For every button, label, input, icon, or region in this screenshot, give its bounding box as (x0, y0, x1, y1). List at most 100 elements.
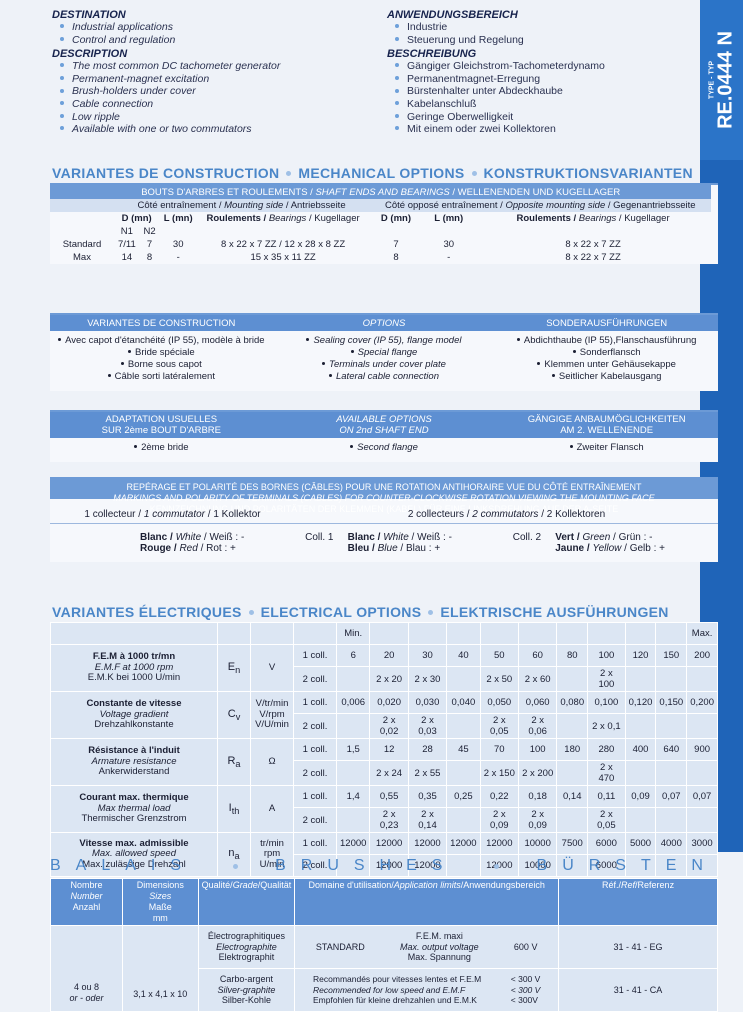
text: /Referenz (635, 880, 675, 890)
text: 0,35 (418, 791, 437, 802)
text: ELECTRICAL OPTIONS (260, 604, 422, 620)
usage-lines: Recommandés pour vitesses lentes et F.E.… (313, 974, 481, 1006)
text: Qualité/ (201, 880, 233, 890)
text: 2 x 0,14 (418, 809, 437, 831)
text: - (176, 252, 180, 263)
text: Sonderflansch (497, 347, 716, 359)
cell: Coll. 2 (503, 524, 552, 563)
row: Avec capot d'étanchéité (IP 55), modèle … (50, 331, 718, 391)
cell: 15 x 35 x 11 ZZ (197, 251, 369, 264)
text: D (mn) (380, 213, 411, 224)
color-line: Bleu / Blue / Blau : + (348, 543, 499, 554)
bullet-list: Abdichthaube (IP 55),Flanschausführung So… (497, 335, 716, 383)
row: Côté entraînement / Mounting side / Antr… (50, 199, 718, 212)
cell: L (mn) (159, 212, 197, 225)
text: < 300 V (510, 984, 541, 995)
text: or - oder (69, 992, 104, 1003)
text: AVAILABLE OPTIONS (336, 414, 432, 425)
cell: 14 (114, 251, 140, 264)
cell (446, 807, 481, 833)
cell (686, 713, 718, 739)
text: 7 (146, 239, 153, 250)
text: Permanent-magnet excitation (62, 73, 372, 86)
bullet-list: Gängiger Gleichstrom-Tachometerdynamo Per… (387, 60, 677, 136)
cell: 2 x 20 (369, 666, 409, 692)
cell: Recommandés pour vitesses lentes et F.E.… (294, 968, 560, 1012)
cell: 2 x 150 (479, 760, 519, 786)
text: < 300V (510, 995, 538, 1006)
cell (655, 760, 688, 786)
cell: Sealing cover (IP 55), flange model Speci… (273, 331, 496, 391)
text: KONSTRUKTIONSVARIANTEN (483, 165, 693, 181)
cell: Résistance à l'induit Armature resistance… (50, 738, 218, 786)
text: 3000 (691, 838, 713, 849)
text: Industrial applications (62, 21, 372, 34)
cell: 2 x 0,09 (517, 807, 558, 833)
cell: Zweiter Flansch (495, 438, 718, 462)
cell (556, 713, 589, 739)
text: 50 (493, 650, 505, 661)
text: 60 (532, 650, 543, 661)
text: 30 (422, 650, 433, 661)
cell: Nombre Number Anzahl (50, 878, 123, 926)
cell (655, 807, 688, 833)
text: Second flange (275, 442, 494, 454)
text: th (231, 806, 240, 817)
text: SUR 2ème BOUT D'ARBRE (101, 425, 222, 436)
cell (446, 760, 481, 786)
table: Min. Max. F.E.M à 1000 tr/mn E.M.F at 1000 … (50, 622, 718, 877)
text: 30 (172, 239, 184, 250)
text: BALAIS (50, 857, 197, 874)
text: Special flange (275, 347, 494, 359)
text: VARIANTES ÉLECTRIQUES (52, 604, 242, 620)
cell: 2 x 0,06 (517, 713, 558, 739)
text: 8 x 22 x 7 ZZ (565, 239, 621, 250)
text: Sizes (149, 891, 172, 901)
text: Low ripple (62, 111, 372, 124)
cell (335, 666, 371, 692)
section-title: VARIANTES DE CONSTRUCTION MECHANICAL OPTI… (52, 165, 718, 181)
text: Max. Spannung (407, 952, 471, 963)
text: SHAFT ENDS AND BEARINGS (315, 186, 450, 198)
text: Seitlicher Kabelausgang (497, 371, 716, 383)
text: 8 (393, 252, 399, 263)
cell: 4 ou 8 or - oder (50, 925, 123, 1012)
cell: Roulements / Bearings / Kugellager (475, 212, 712, 225)
text: SONDERAUSFÜHRUNGEN (546, 317, 668, 329)
text: 4000 (660, 838, 682, 849)
cell: Ith (217, 785, 251, 833)
separator-dot (471, 170, 477, 176)
cell: Domaine d'utilisation/Application limits… (294, 878, 560, 926)
row: Constante de vitesse Voltage gradient Dreh… (50, 691, 718, 739)
text: 0,120 (628, 697, 653, 708)
cell: STANDARD F.E.M. maxi Max. output voltage Ma… (294, 925, 560, 969)
cell: - (159, 251, 197, 264)
text: Dimensions (136, 880, 184, 890)
cell (50, 212, 114, 225)
text: Anzahl (72, 902, 101, 912)
text: 31 - 41 - EG (613, 941, 663, 952)
cell: ADAPTATION USUELLES SUR 2ème BOUT D'ARBRE (50, 412, 273, 438)
row: VARIANTES DE CONSTRUCTION OPTIONS SONDERAU… (50, 315, 718, 331)
options-box: VARIANTES DE CONSTRUCTION OPTIONS SONDERAU… (50, 313, 718, 391)
row: BOUTS D'ARBRES ET ROULEMENTS / SHAFT END… (50, 185, 718, 199)
row: Standard 7/11 7 30 8 x 22 x 7 ZZ / 12 x 28 x… (50, 238, 718, 251)
text: 20 (383, 650, 395, 661)
text: / Gelb : + (621, 543, 666, 554)
text: Roulements / (206, 213, 269, 224)
cell: 2 collecteurs / 2 commutators / 2 Kollek… (294, 505, 718, 524)
cell: 12000 (369, 832, 409, 855)
text: E.M.F at 1000 rpm (94, 661, 174, 673)
cell: 2 x 0,02 (369, 713, 409, 739)
text: / WELLENENDEN UND KUGELLAGER (449, 186, 621, 198)
text: Maße (148, 902, 172, 912)
cell (217, 622, 251, 645)
table: 1 collecteur / 1 commutator / 1 Kollekto… (50, 505, 718, 562)
text: Silber-Kohle (221, 995, 271, 1006)
text: Coll. 1 (305, 532, 334, 543)
text: Gängiger Gleichstrom-Tachometerdynamo (397, 60, 677, 73)
text: Klemmen unter Gehäusekappe (497, 359, 716, 371)
text: 8 x 22 x 7 ZZ (565, 252, 621, 263)
text: Courant max. thermique (79, 792, 189, 804)
text: Sealing cover (IP 55), flange model (275, 335, 494, 347)
